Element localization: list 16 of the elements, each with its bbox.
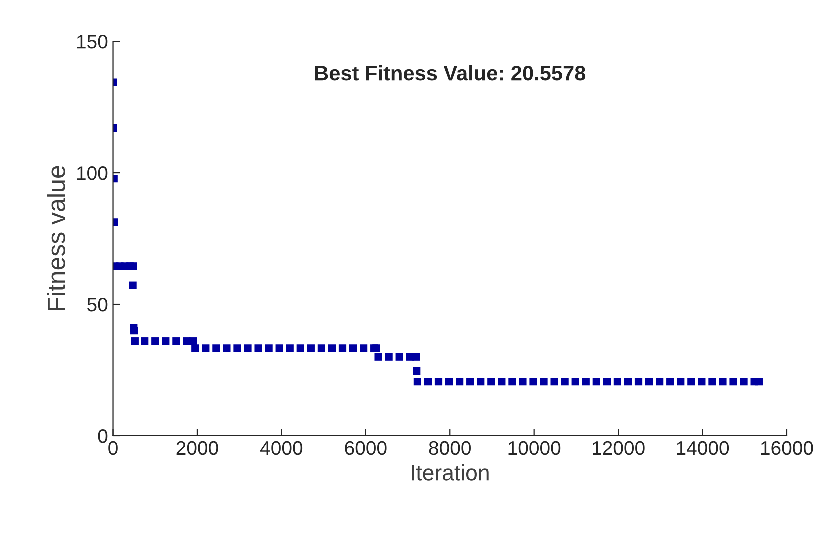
y-tick-label: 150 <box>77 35 108 49</box>
x-tick-label: 12000 <box>593 441 645 456</box>
x-tick-label: 2000 <box>176 441 218 456</box>
y-tick-label: 100 <box>77 166 108 180</box>
x-tick-label: 0 <box>108 441 118 456</box>
y-tick-label: 0 <box>98 429 108 444</box>
text: Best Fitness Value: 20.5578 <box>315 65 586 81</box>
x-tick-label: 6000 <box>345 441 387 456</box>
x-tick-label: 4000 <box>260 441 303 456</box>
x-tick-label: 14000 <box>677 441 730 456</box>
x-tick-label: 10000 <box>508 441 561 456</box>
y-tick-label: 50 <box>88 298 108 312</box>
x-tick-label: 8000 <box>429 441 471 456</box>
x-axis-title: Iteration <box>412 464 489 481</box>
y-axis-title: Fitness value <box>47 166 66 310</box>
x-tick-label: 16000 <box>761 441 814 456</box>
